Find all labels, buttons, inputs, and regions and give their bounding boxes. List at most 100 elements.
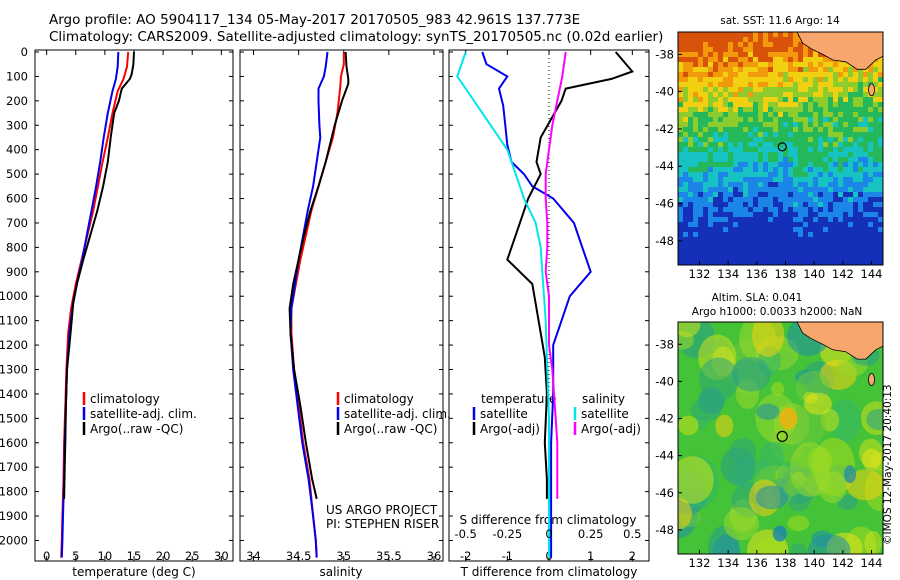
sst-cell [738, 262, 744, 265]
sst-cell [808, 57, 814, 63]
sst-cell [853, 242, 859, 248]
sst-cell [863, 97, 869, 103]
sst-cell [718, 47, 724, 53]
sst-cell [818, 202, 824, 208]
sst-cell [813, 207, 819, 213]
sla-blob [731, 356, 771, 392]
sst-cell [813, 237, 819, 243]
sst-cell [843, 262, 849, 265]
sst-cell [863, 107, 869, 113]
sst-cell [868, 162, 874, 168]
sst-cell [693, 177, 699, 183]
sst-cell [693, 102, 699, 108]
sst-cell [683, 207, 689, 213]
sst-cell [863, 82, 869, 88]
temperature-panel-series [60, 51, 135, 558]
sst-cell [763, 207, 769, 213]
sst-cell [688, 217, 694, 223]
sst-cell [858, 257, 864, 263]
sst-cell [818, 222, 824, 228]
sst-cell [733, 187, 739, 193]
sst-cell [783, 92, 789, 98]
x-top-tick-label: -0.5 [454, 527, 476, 541]
sst-cell [743, 57, 749, 63]
sst-cell [768, 62, 774, 68]
x-tick-label: 15 [127, 549, 142, 563]
sst-cell [793, 107, 799, 113]
sst-cell [798, 247, 804, 253]
sst-cell [848, 252, 854, 258]
sst-cell [788, 152, 794, 158]
sst-cell [678, 217, 684, 223]
sst-cell [853, 142, 859, 148]
sst-cell [873, 202, 879, 208]
sst-cell [833, 202, 839, 208]
map-y-tick-label: -46 [655, 196, 674, 210]
sst-cell [863, 202, 869, 208]
sst-cell [723, 262, 729, 265]
sst-cell [873, 112, 879, 118]
sst-cell [708, 112, 714, 118]
sst-cell [703, 87, 709, 93]
sst-cell [818, 212, 824, 218]
sst-cell [808, 222, 814, 228]
sst-cell [778, 37, 784, 43]
sst-cell [843, 152, 849, 158]
sst-cell [768, 37, 774, 43]
sst-cell [743, 202, 749, 208]
sst-cell [778, 147, 784, 153]
sst-cell [693, 107, 699, 113]
sst-cell [838, 102, 844, 108]
sst-cell [808, 247, 814, 253]
sst-cell [863, 137, 869, 143]
sst-cell [868, 67, 874, 73]
sst-cell [808, 242, 814, 248]
sst-cell [738, 187, 744, 193]
sst-cell [733, 252, 739, 258]
sst-cell [838, 207, 844, 213]
sst-cell [868, 152, 874, 158]
x-top-tick-label: 0.5 [623, 527, 641, 541]
sst-cell [733, 167, 739, 173]
sst-cell [778, 57, 784, 63]
sst-cell [858, 122, 864, 128]
sst-cell [683, 192, 689, 198]
sst-cell [768, 52, 774, 58]
sst-cell [768, 162, 774, 168]
sst-cell [793, 57, 799, 63]
sst-cell [748, 227, 754, 233]
sst-cell [868, 257, 874, 263]
sst-cell [823, 227, 829, 233]
sst-cell [798, 192, 804, 198]
sst-cell [828, 162, 834, 168]
sst-cell [873, 222, 879, 228]
sst-cell [773, 87, 779, 93]
sst-cell [703, 97, 709, 103]
sst-cell [858, 222, 864, 228]
sst-cell [768, 227, 774, 233]
sst-cell [693, 42, 699, 48]
sst-cell [803, 47, 809, 53]
sst-cell [713, 252, 719, 258]
sst-cell [708, 52, 714, 58]
sst-cell [783, 67, 789, 73]
sst-cell [728, 207, 734, 213]
sst-cell [758, 107, 764, 113]
sst-cell [703, 222, 709, 228]
sst-cell [778, 212, 784, 218]
sst-cell [743, 92, 749, 98]
sst-cell [843, 252, 849, 258]
sst-cell [713, 222, 719, 228]
sst-cell [698, 227, 704, 233]
x-tick-label: 34 [246, 549, 261, 563]
sst-cell [723, 207, 729, 213]
sst-cell [858, 97, 864, 103]
sst-cell [788, 97, 794, 103]
sst-cell [748, 47, 754, 53]
map-y-tick-label: -42 [655, 122, 674, 136]
sst-cell [743, 112, 749, 118]
sst-cell [798, 227, 804, 233]
sst-cell [738, 122, 744, 128]
sst-cell [763, 67, 769, 73]
sst-cell [768, 67, 774, 73]
